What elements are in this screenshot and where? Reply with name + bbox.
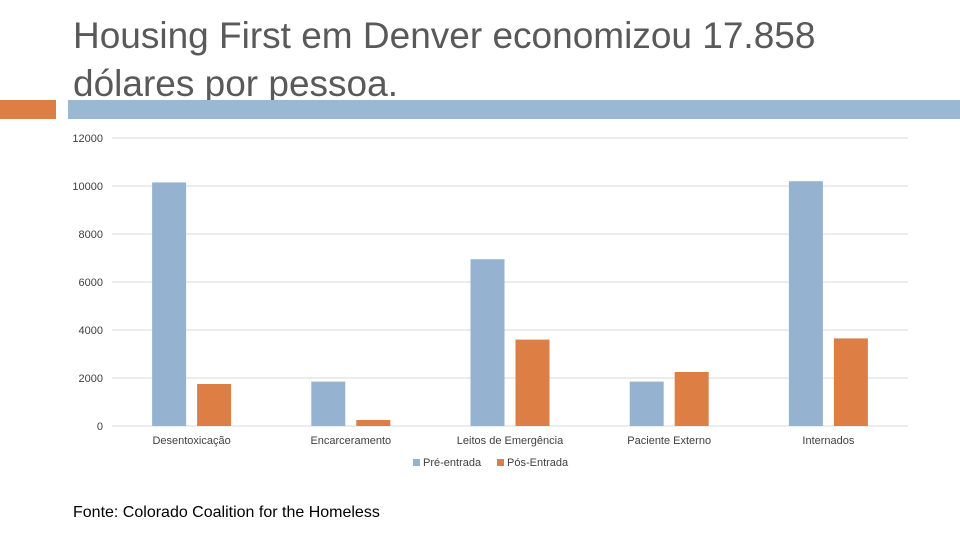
y-tick-label: 2000 [79,373,103,385]
y-tick-label: 12000 [72,133,103,145]
bar-pos-entrada [515,339,550,426]
chart-legend: Pré-entrada Pós-Entrada [413,457,569,469]
x-tick-label: Internados [802,435,854,447]
title-accent-bar-blue [68,100,960,119]
bar-pre-entrada [788,181,823,426]
y-axis-tick-labels: 0 2000 4000 6000 8000 10000 12000 [72,133,103,433]
legend-swatch [413,459,420,466]
bar-pre-entrada [311,381,346,426]
title-accent-bar-orange [0,100,56,119]
bar-pos-entrada [197,384,232,426]
bar-pos-entrada [356,420,391,426]
chart-gridlines [112,137,908,427]
y-tick-label: 4000 [79,325,103,337]
bar-pre-entrada [629,381,664,426]
x-tick-label: Encarceramento [310,435,391,447]
y-tick-label: 0 [97,421,103,433]
bar-pre-entrada [470,259,505,426]
y-tick-label: 10000 [72,181,103,193]
source-caption: Fonte: Colorado Coalition for the Homele… [73,504,380,521]
y-tick-label: 6000 [79,277,103,289]
x-tick-label: Desentoxicação [152,435,230,447]
x-axis-tick-labels: Desentoxicação Encarceramento Leitos de Em… [152,435,854,447]
legend-label: Pós-Entrada [507,457,569,469]
bar-chart: 0 2000 4000 6000 8000 10000 12000 Desentoxicaç… [72,133,908,469]
x-tick-label: Leitos de Emergência [457,435,564,447]
bar-pos-entrada [833,338,868,426]
slide-title: Housing First em Denver economizou 17.85… [73,15,816,104]
bar-pos-entrada [674,372,709,426]
legend-label: Pré-entrada [423,457,482,469]
chart-bars [152,181,868,426]
x-tick-label: Paciente Externo [627,435,711,447]
legend-swatch [497,459,504,466]
y-tick-label: 8000 [79,229,103,241]
bar-pre-entrada [152,182,187,426]
